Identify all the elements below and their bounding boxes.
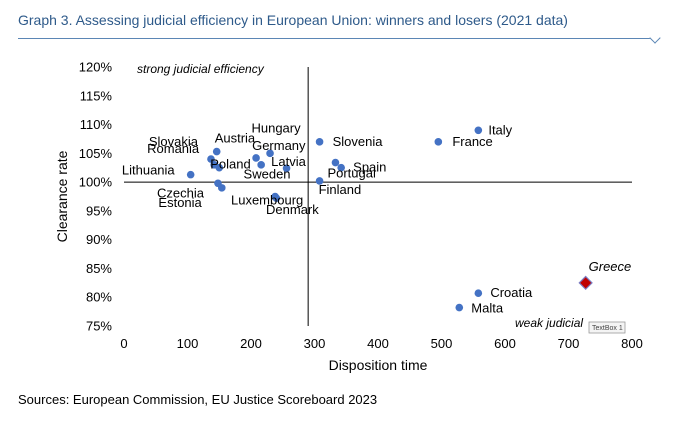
data-point-sweden	[282, 164, 291, 173]
y-tick-label: 95%	[86, 203, 112, 218]
data-point-germany	[252, 154, 260, 162]
point-label-slovenia: Slovenia	[333, 134, 384, 149]
x-tick-label: 0	[120, 336, 127, 351]
point-label-croatia: Croatia	[490, 285, 533, 300]
data-point-slovenia	[315, 138, 324, 146]
point-label-slovakia: Slovakia	[149, 134, 199, 149]
point-label-germany: Germany	[252, 138, 306, 153]
textbox-handle[interactable]: TextBox 1	[588, 321, 626, 334]
point-label-poland: Poland	[210, 157, 250, 172]
point-label-hungary: Hungary	[251, 120, 301, 135]
point-label-italy: Italy	[488, 122, 512, 137]
x-tick-label: 600	[494, 336, 516, 351]
title-divider	[18, 38, 660, 39]
point-label-romania: Romania	[147, 141, 200, 156]
point-label-czechia: Czechia	[157, 185, 205, 200]
y-tick-label: 75%	[86, 319, 112, 334]
y-tick-label: 100%	[79, 175, 113, 190]
data-point-portugal	[331, 158, 340, 167]
data-point-italy	[474, 126, 483, 135]
x-tick-label: 200	[240, 336, 262, 351]
x-tick-label: 700	[558, 336, 580, 351]
x-tick-label: 800	[621, 336, 643, 351]
point-label-greece: Greece	[589, 259, 632, 274]
data-point-poland	[215, 163, 224, 172]
data-point-austria	[212, 147, 221, 156]
y-axis-title: Clearance rate	[54, 150, 70, 242]
data-point-france	[434, 138, 443, 146]
x-tick-label: 400	[367, 336, 389, 351]
data-point-hungary	[266, 149, 274, 158]
data-point-latvia	[257, 161, 265, 169]
point-label-austria: Austria	[215, 131, 256, 146]
point-label-spain: Spain	[353, 160, 386, 175]
quadrant-label-strong: strong judicial efficiency	[137, 62, 265, 76]
data-point-malta	[455, 303, 464, 312]
point-label-luxembourg: Luxembourg	[231, 193, 303, 208]
data-point-estonia	[217, 184, 226, 192]
point-label-malta: Malta	[471, 301, 504, 316]
y-tick-label: 115%	[80, 88, 113, 103]
data-point-croatia	[474, 289, 483, 297]
x-axis-title: Disposition time	[329, 357, 428, 373]
y-tick-label: 85%	[86, 261, 112, 276]
point-label-sweden: Sweden	[244, 166, 291, 181]
y-tick-label: 80%	[86, 290, 112, 305]
y-axis-ticks: 75% 80% 85% 90% 95% 100% 105% 110% 115% 120%	[79, 60, 113, 334]
point-label-finland: Finland	[319, 182, 362, 197]
data-point-lithuania	[186, 170, 195, 179]
point-label-latvia: Latvia	[271, 154, 306, 169]
data-point-spain	[337, 163, 345, 172]
x-tick-label: 100	[177, 336, 199, 351]
y-tick-label: 110%	[80, 117, 113, 132]
y-tick-label: 105%	[79, 146, 113, 161]
data-point-finland	[315, 177, 324, 185]
quadrant-label-weak: weak judicial	[515, 316, 583, 330]
y-tick-label: 120%	[79, 60, 113, 75]
data-point-denmark	[272, 194, 281, 203]
point-label-portugal: Portugal	[327, 166, 376, 181]
x-tick-label: 300	[304, 336, 326, 351]
point-label-denmark: Denmark	[266, 202, 319, 217]
chart-title: Graph 3. Assessing judicial efficiency i…	[18, 12, 568, 28]
y-tick-label: 90%	[86, 232, 112, 247]
data-point-slovakia	[207, 155, 215, 163]
point-label-france: France	[452, 134, 492, 149]
source-note: Sources: European Commission, EU Justice…	[18, 392, 378, 407]
data-point-greece	[578, 275, 593, 291]
x-tick-label: 500	[431, 336, 453, 351]
point-label-estonia: Estonia	[158, 195, 202, 210]
x-axis-ticks: 0 100 200 300 400 500 600 700 800	[120, 336, 642, 351]
data-points	[186, 126, 593, 312]
point-label-lithuania: Lithuania	[122, 163, 176, 178]
textbox-tag: TextBox 1	[592, 325, 623, 332]
